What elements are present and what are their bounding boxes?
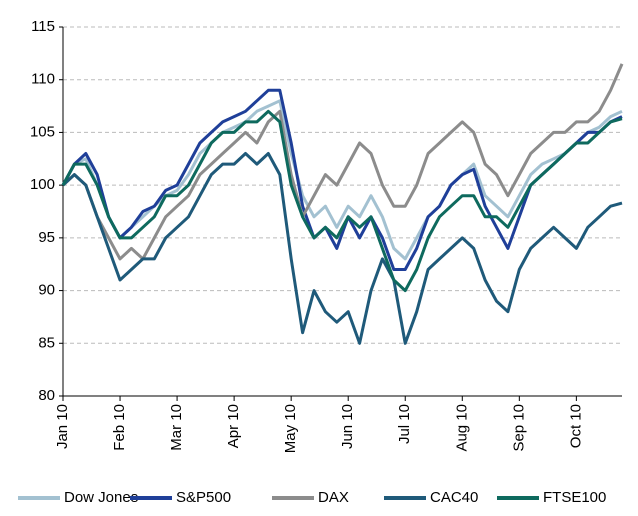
x-tick-label: May 10: [282, 404, 299, 453]
x-tick-label: Sep 10: [510, 404, 527, 452]
x-tick-label: Oct 10: [567, 404, 584, 448]
legend-label: S&P500: [176, 489, 231, 506]
line-series: [61, 109, 623, 293]
x-tick-label: Feb 10: [111, 404, 128, 451]
y-tick-label: 90: [38, 282, 55, 299]
x-tick-label: Jul 10: [396, 404, 413, 444]
line-series: [61, 152, 623, 345]
x-tick-label: Jun 10: [339, 404, 356, 449]
legend-label: FTSE100: [543, 489, 606, 506]
legend-label: DAX: [318, 489, 349, 506]
y-tick-label: 85: [38, 334, 55, 351]
line-series: [61, 63, 624, 261]
x-tick-label: Aug 10: [453, 404, 470, 452]
y-tick-label: 95: [38, 229, 55, 246]
legend-label: CAC40: [430, 489, 478, 506]
y-tick-label: 115: [31, 18, 55, 35]
x-tick-label: Apr 10: [225, 404, 242, 448]
x-tick-label: Mar 10: [168, 404, 185, 451]
y-tick-label: 80: [38, 387, 55, 404]
y-tick-label: 110: [31, 71, 55, 88]
y-tick-label: 100: [30, 176, 55, 193]
legend-label: Dow Jones: [64, 489, 138, 506]
x-tick-label: Jan 10: [54, 404, 71, 449]
y-tick-label: 105: [30, 123, 55, 140]
